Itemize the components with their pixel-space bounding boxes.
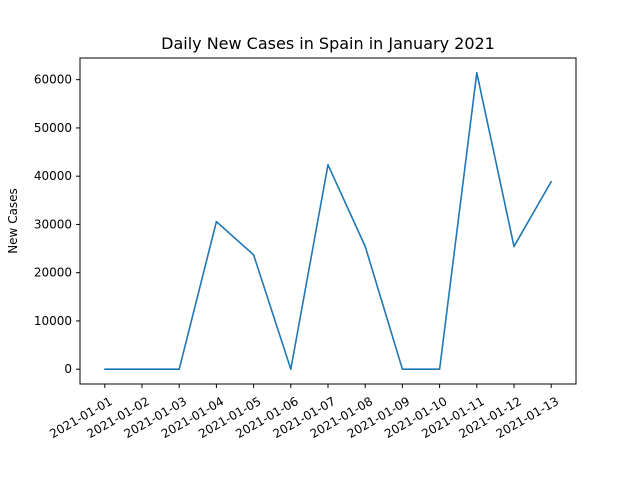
data-point <box>252 254 255 256</box>
data-point <box>290 368 292 370</box>
data-point <box>476 72 478 74</box>
data-point <box>178 368 180 370</box>
y-tick-label: 20000 <box>34 266 72 280</box>
data-point <box>550 180 552 183</box>
data-point <box>141 368 143 370</box>
y-tick-label: 40000 <box>34 169 72 183</box>
y-axis: 0 10000 20000 30000 40000 50000 60000 <box>34 73 80 376</box>
y-tick-label: 60000 <box>34 73 72 87</box>
data-point <box>104 368 106 370</box>
data-point <box>364 245 367 248</box>
series-line <box>104 72 552 370</box>
y-tick-label: 50000 <box>34 121 72 135</box>
chart-title: Daily New Cases in Spain in January 2021 <box>161 34 495 53</box>
y-tick-label: 10000 <box>34 314 72 328</box>
x-axis: 2021-01-012021-01-022021-01-032021-01-04… <box>47 384 561 441</box>
plot-frame <box>79 57 577 385</box>
y-tick-label: 0 <box>64 362 72 376</box>
data-point <box>438 368 441 370</box>
y-axis-label: New Cases <box>6 188 20 254</box>
data-point <box>401 368 404 370</box>
plot-area <box>104 72 552 370</box>
y-tick-label: 30000 <box>34 217 72 231</box>
data-point <box>215 220 218 223</box>
data-point <box>327 163 329 166</box>
data-point <box>513 245 515 248</box>
